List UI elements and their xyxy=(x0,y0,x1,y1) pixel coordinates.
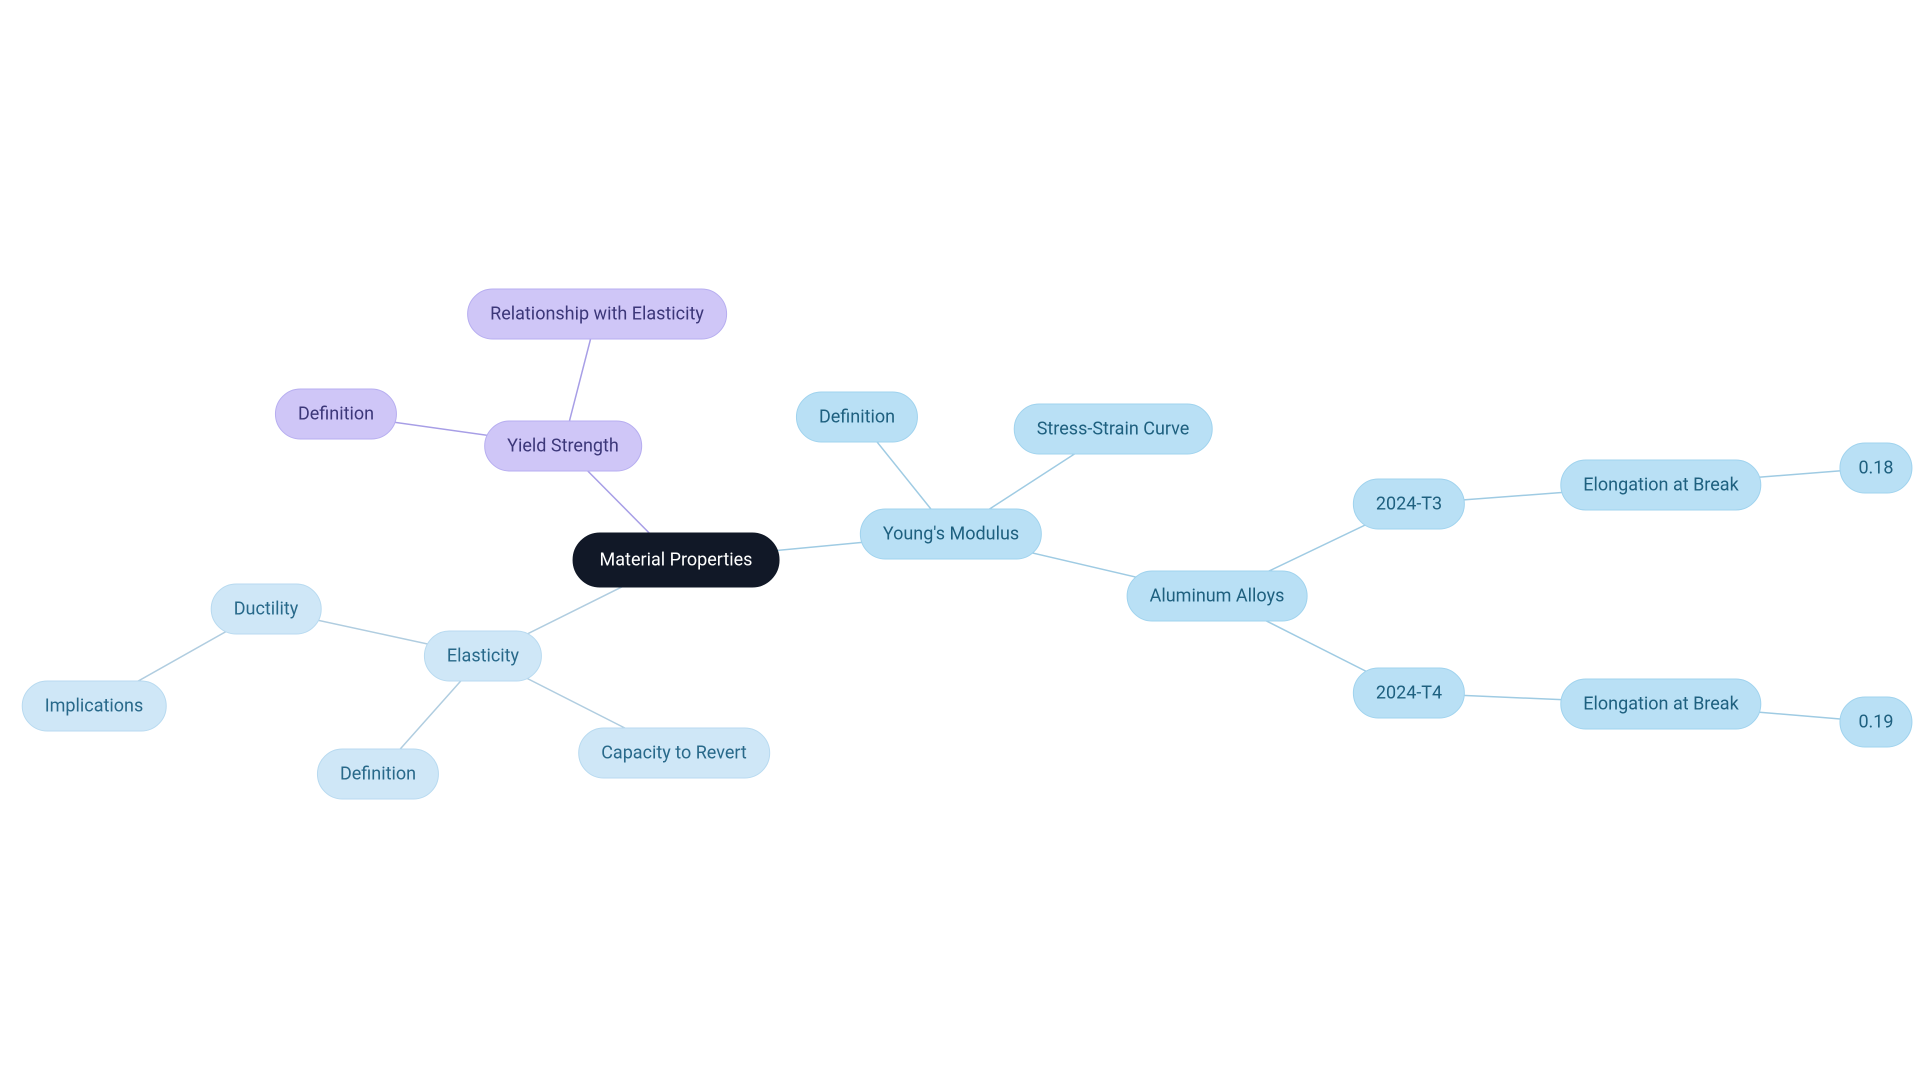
node-ym_def[interactable]: Definition xyxy=(796,392,918,443)
node-yield_def[interactable]: Definition xyxy=(275,389,397,440)
node-al_t3_v[interactable]: 0.18 xyxy=(1839,443,1912,494)
node-el[interactable]: Elasticity xyxy=(424,631,542,682)
node-ym_ssc[interactable]: Stress-Strain Curve xyxy=(1014,404,1213,455)
node-root[interactable]: Material Properties xyxy=(573,533,780,588)
node-el_cap[interactable]: Capacity to Revert xyxy=(578,728,770,779)
node-yield[interactable]: Yield Strength xyxy=(484,421,642,472)
node-el_def[interactable]: Definition xyxy=(317,749,439,800)
node-el_impl[interactable]: Implications xyxy=(22,681,167,732)
node-ym[interactable]: Young's Modulus xyxy=(860,509,1042,560)
node-al[interactable]: Aluminum Alloys xyxy=(1127,571,1308,622)
node-yield_rel[interactable]: Relationship with Elasticity xyxy=(467,289,727,340)
node-al_t4[interactable]: 2024-T4 xyxy=(1353,668,1465,719)
node-al_t4_v[interactable]: 0.19 xyxy=(1839,697,1912,748)
node-al_t3_eb[interactable]: Elongation at Break xyxy=(1560,460,1761,511)
node-al_t3[interactable]: 2024-T3 xyxy=(1353,479,1465,530)
node-al_t4_eb[interactable]: Elongation at Break xyxy=(1560,679,1761,730)
node-el_duct[interactable]: Ductility xyxy=(211,584,322,635)
